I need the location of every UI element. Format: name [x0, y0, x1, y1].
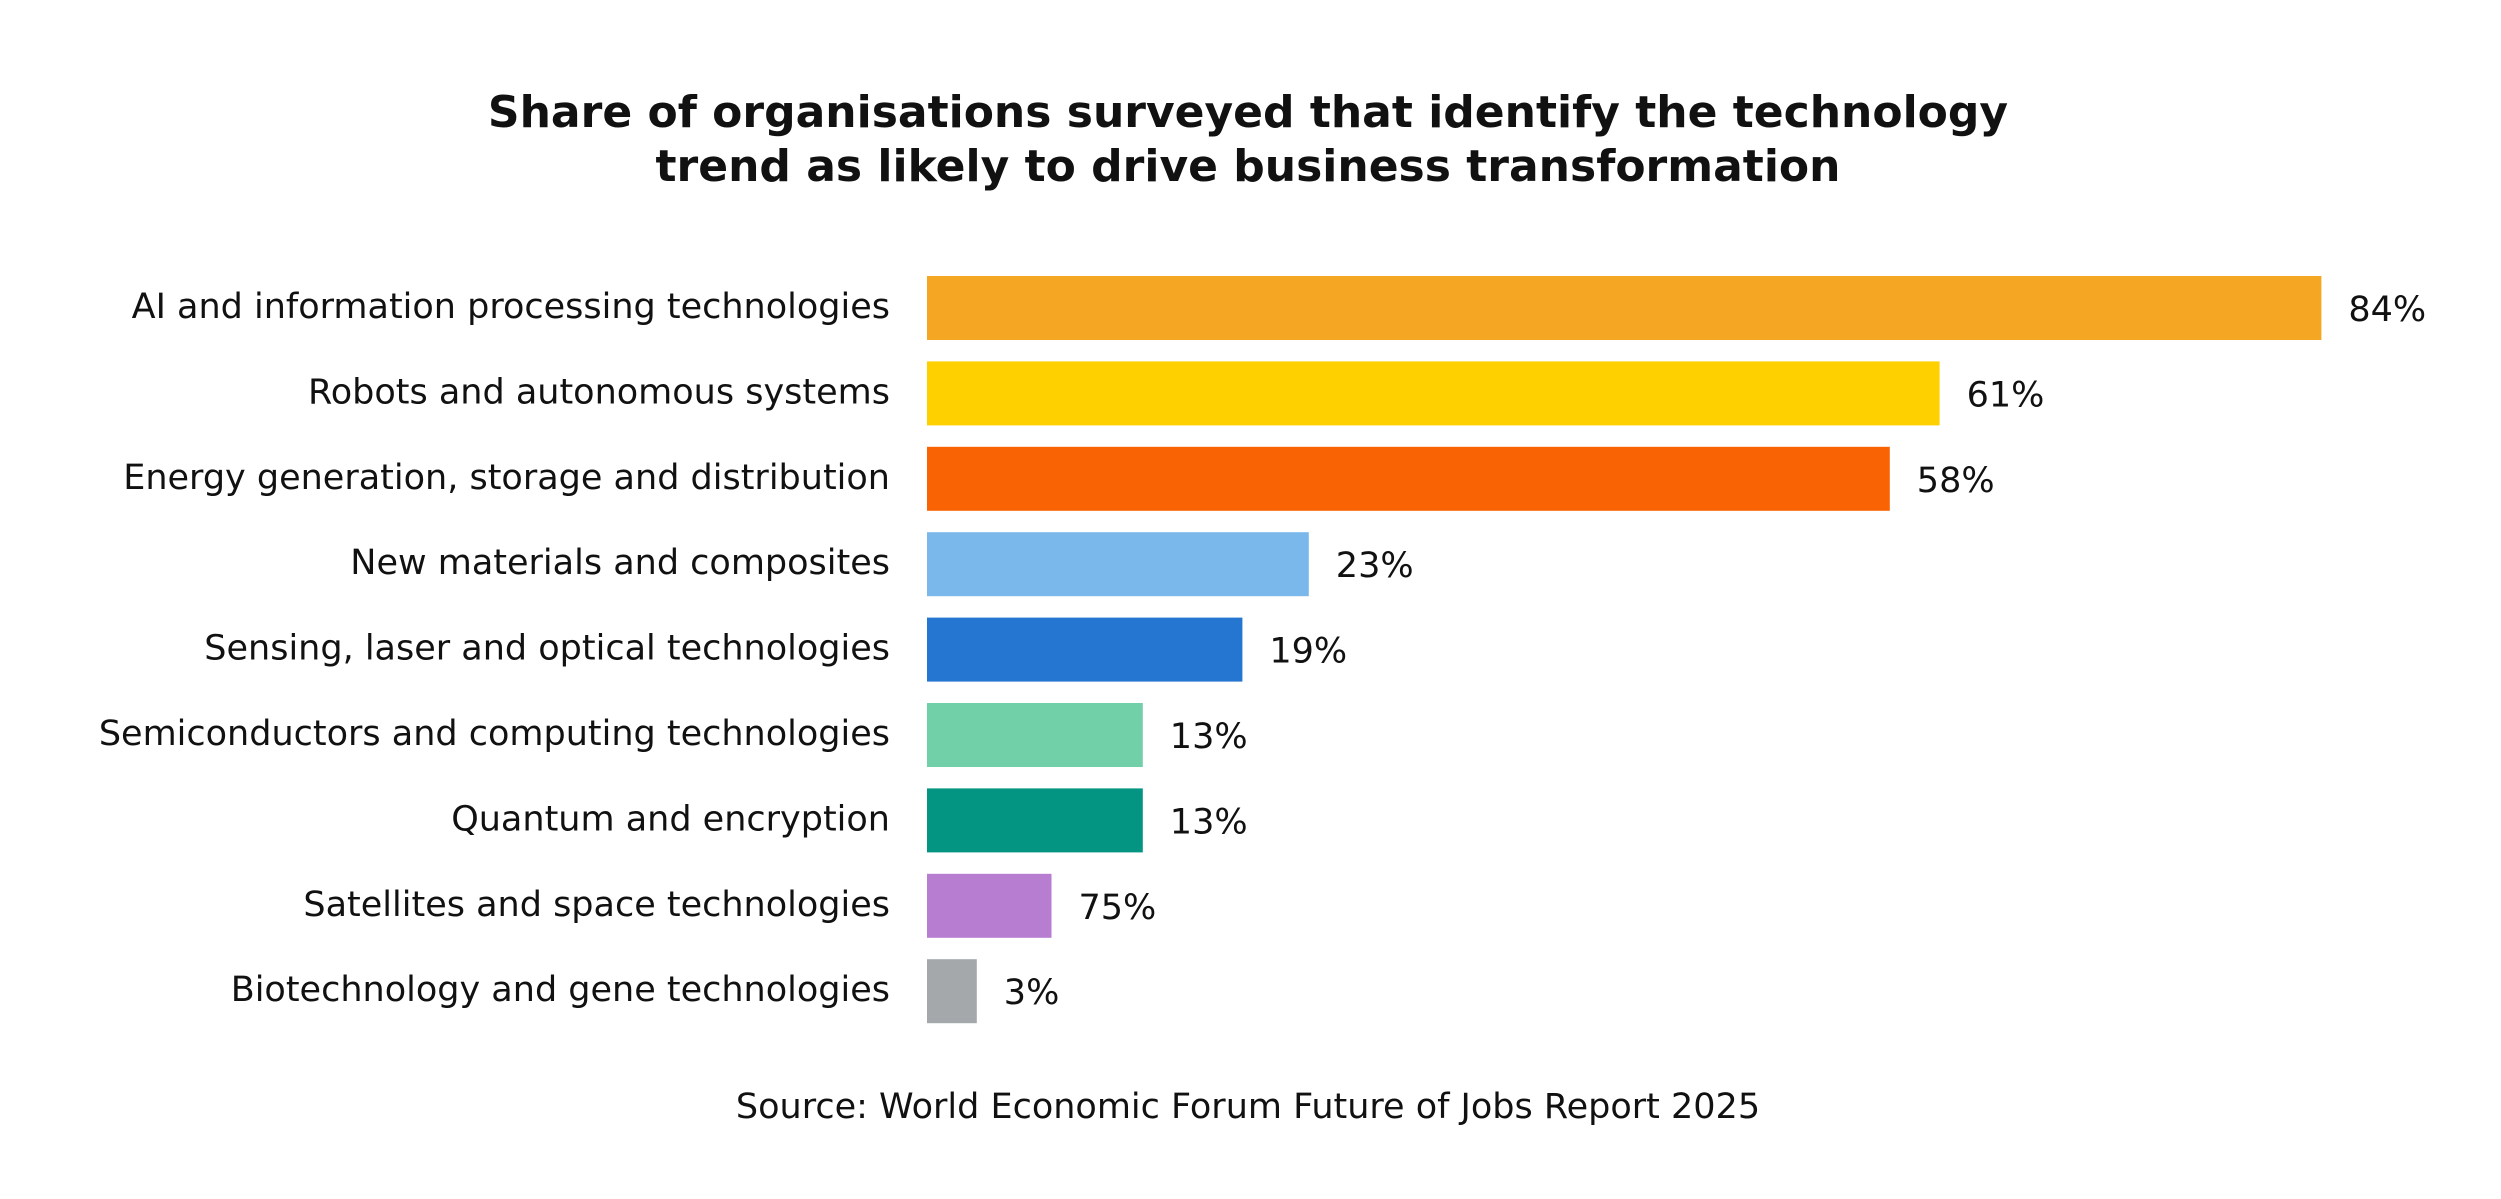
value-label: 19%: [1269, 632, 1347, 672]
bar: [927, 959, 977, 1024]
chart-title: Share of organisations surveyed that ide…: [488, 87, 2008, 138]
value-label: 75%: [1079, 888, 1157, 928]
category-label: Satellites and space technologies: [303, 885, 890, 925]
chart-title: trend as likely to drive business transf…: [656, 141, 1841, 192]
value-label: 3%: [1004, 973, 1060, 1013]
category-label: Semiconductors and computing technologie…: [99, 714, 890, 754]
category-label: AI and information processing technologi…: [132, 287, 890, 327]
bar: [927, 532, 1309, 597]
bar: [927, 446, 1890, 511]
category-label: Quantum and encryption: [451, 799, 890, 839]
category-label: Biotechnology and gene technologies: [231, 970, 890, 1010]
bar: [927, 276, 2322, 340]
category-label: New materials and composites: [350, 543, 890, 583]
value-label: 13%: [1170, 802, 1248, 842]
value-label: 61%: [1967, 375, 2045, 415]
bar: [927, 788, 1143, 853]
category-label: Robots and autonomous systems: [308, 372, 890, 412]
bar: [927, 617, 1243, 682]
category-label: Sensing, laser and optical technologies: [204, 629, 890, 669]
value-label: 23%: [1336, 546, 1414, 586]
source-note: Source: World Economic Forum Future of J…: [736, 1087, 1760, 1127]
value-label: 58%: [1917, 461, 1995, 501]
bar: [927, 361, 1940, 426]
value-label: 13%: [1170, 717, 1248, 757]
value-label: 84%: [2348, 290, 2426, 330]
bar: [927, 873, 1052, 938]
category-label: Energy generation, storage and distribut…: [123, 458, 890, 498]
bar: [927, 703, 1143, 767]
